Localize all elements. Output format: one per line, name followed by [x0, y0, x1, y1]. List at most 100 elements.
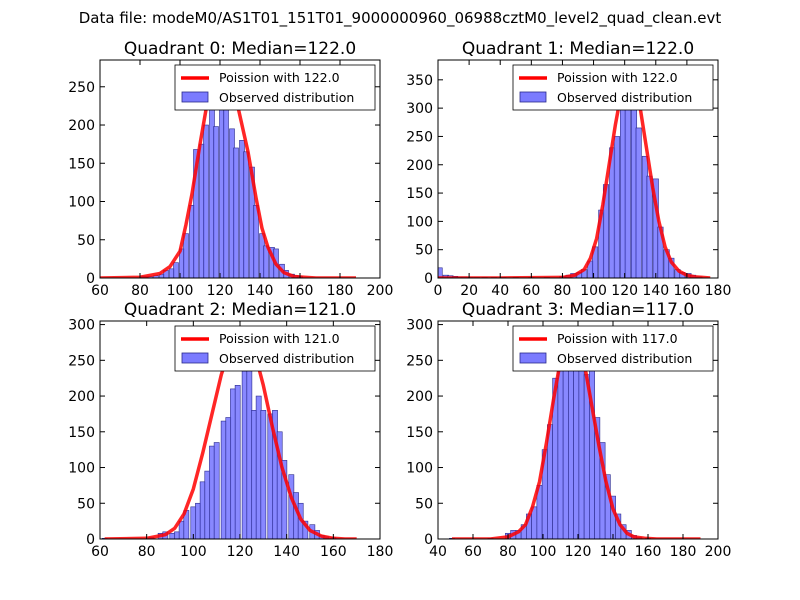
x-tick-label: 100 [180, 544, 207, 560]
x-tick-label: 160 [287, 283, 314, 299]
legend-bar-swatch [519, 91, 547, 103]
histogram-bar [174, 531, 180, 539]
subplot-title: Quadrant 1: Median=122.0 [462, 39, 694, 59]
histogram-bar [613, 136, 620, 278]
histogram-bar [253, 205, 259, 278]
y-tick-label: 0 [424, 271, 433, 287]
histogram-bar [241, 370, 248, 539]
x-tick-label: 100 [530, 544, 557, 560]
y-tick-label: 0 [86, 271, 95, 287]
x-tick-label: 140 [247, 283, 274, 299]
histogram-bar [193, 149, 199, 278]
x-tick-label: 160 [674, 283, 701, 299]
histogram-bar [213, 126, 219, 278]
y-tick-label: 200 [68, 389, 95, 405]
legend-bar-swatch [181, 352, 209, 364]
plot-area [101, 329, 357, 539]
y-tick-label: 100 [68, 461, 95, 477]
figure-title: Data file: modeM0/AS1T01_151T01_90000009… [78, 9, 722, 27]
x-tick-label: 180 [670, 544, 697, 560]
x-tick-label: 60 [91, 544, 109, 560]
legend-bar-swatch [519, 352, 547, 364]
histogram-bar [173, 262, 179, 278]
x-tick-label: 60 [91, 283, 109, 299]
x-tick-label: 140 [273, 544, 300, 560]
y-tick-label: 50 [77, 233, 95, 249]
y-tick-label: 200 [406, 158, 433, 174]
legend-bar-swatch [181, 91, 209, 103]
x-tick-label: 80 [138, 544, 156, 560]
x-tick-label: 180 [367, 544, 394, 560]
x-tick-label: 140 [600, 544, 627, 560]
x-tick-label: 80 [554, 283, 572, 299]
histogram-bar [573, 356, 580, 539]
x-tick-label: 20 [460, 283, 478, 299]
legend-box [512, 64, 714, 111]
legend: Poission with 117.0 Observed distribution [512, 325, 714, 372]
x-tick-label: 80 [131, 283, 149, 299]
y-tick-label: 300 [406, 318, 433, 334]
legend-label-observed: Observed distribution [557, 351, 692, 366]
x-tick-label: 100 [580, 283, 607, 299]
x-tick-label: 80 [499, 544, 517, 560]
histogram-bar [646, 175, 653, 278]
y-tick-label: 350 [406, 73, 433, 89]
x-tick-label: 140 [642, 283, 669, 299]
histogram-bar [230, 388, 236, 539]
y-tick-label: 300 [406, 101, 433, 117]
histogram-bar [223, 86, 229, 278]
legend: Poission with 121.0 Observed distribution [174, 325, 376, 372]
legend-label-fit: Poission with 122.0 [219, 70, 340, 85]
y-tick-label: 300 [68, 318, 95, 334]
legend-box [174, 325, 376, 372]
y-tick-label: 150 [68, 156, 95, 172]
axes-frame [437, 59, 719, 279]
axes-frame [99, 59, 381, 279]
subplot-title: Quadrant 0: Median=122.0 [124, 39, 356, 59]
histogram-bar [255, 395, 262, 539]
histogram-bar [195, 502, 201, 539]
y-tick-label: 250 [68, 353, 95, 369]
x-tick-label: 180 [705, 283, 732, 299]
y-tick-label: 100 [406, 461, 433, 477]
x-tick-label: 40 [491, 283, 509, 299]
x-tick-label: 200 [705, 544, 732, 560]
subplot-title: Quadrant 2: Median=121.0 [124, 300, 356, 320]
x-tick-label: 160 [635, 544, 662, 560]
x-tick-label: 100 [167, 283, 194, 299]
y-tick-label: 50 [415, 496, 433, 512]
histogram-bar [199, 481, 206, 539]
histogram-bar [635, 127, 642, 278]
y-tick-label: 0 [86, 532, 95, 548]
y-tick-label: 50 [415, 243, 433, 259]
histogram-bar [251, 410, 257, 539]
x-tick-label: 180 [327, 283, 354, 299]
histogram-bar [234, 385, 241, 539]
histogram-bar [624, 85, 631, 278]
subplot-quadrant-0: 60 80 100 120 140 160 180 200 0 50 100 150 200 250 Qua… [68, 39, 393, 299]
x-tick-label: 60 [522, 283, 540, 299]
y-tick-label: 150 [406, 186, 433, 202]
x-tick-label: 120 [565, 544, 592, 560]
histogram-bar [578, 352, 585, 539]
x-tick-label: 120 [611, 283, 638, 299]
legend-label-fit: Poission with 117.0 [557, 331, 678, 346]
histogram-bar [183, 233, 189, 278]
subplot-quadrant-2: 60 80 100 120 140 160 180 0 50 100 150 200 250 300 Qua… [68, 300, 393, 560]
legend-label-fit: Poission with 121.0 [219, 331, 340, 346]
legend: Poission with 122.0 Observed distribution [512, 64, 714, 111]
histogram-bar [243, 151, 249, 278]
x-tick-label: 200 [367, 283, 394, 299]
histogram-bar [260, 410, 267, 539]
legend-label-observed: Observed distribution [557, 90, 692, 105]
y-tick-label: 150 [68, 425, 95, 441]
legend-box [512, 325, 714, 372]
histogram-bar [178, 520, 185, 539]
y-tick-label: 250 [406, 129, 433, 145]
subplot-title: Quadrant 3: Median=117.0 [462, 300, 694, 320]
y-tick-label: 250 [68, 80, 95, 96]
x-tick-label: 120 [207, 283, 234, 299]
subplot-quadrant-3: 40 60 80 100 120 140 160 180 200 0 50 100 150 200 250 3… [406, 300, 731, 560]
x-tick-label: 40 [429, 544, 447, 560]
legend-label-observed: Observed distribution [219, 90, 354, 105]
